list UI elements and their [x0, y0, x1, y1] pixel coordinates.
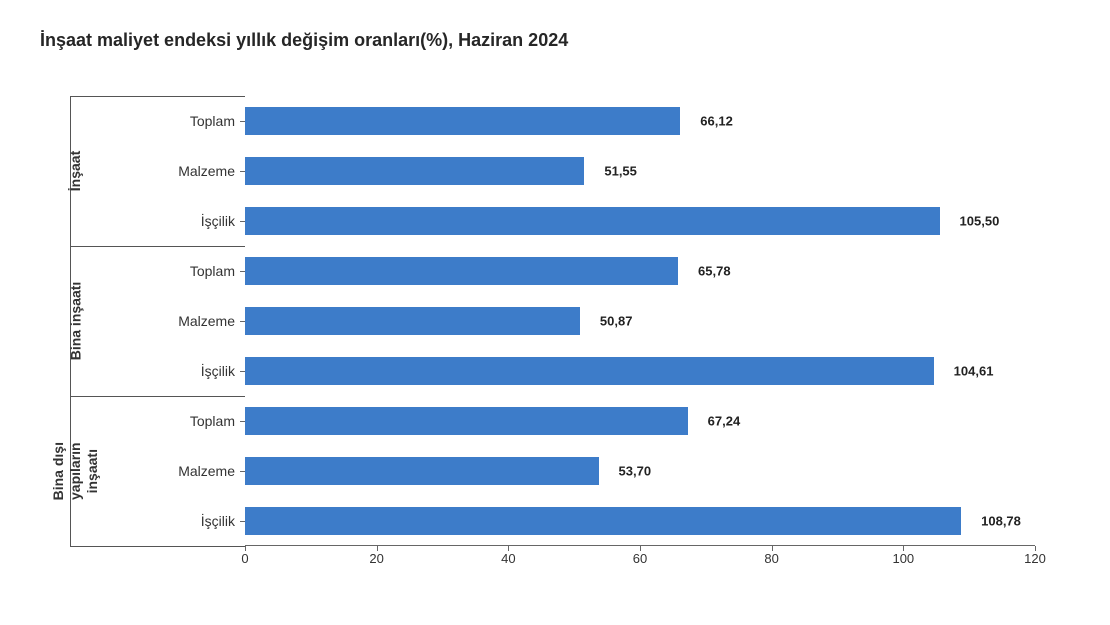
bar: [245, 357, 934, 385]
bar-value-label: 104,61: [954, 364, 994, 379]
y-category-label: Toplam: [130, 263, 235, 279]
y-tick-mark: [240, 371, 245, 372]
bar-value-label: 51,55: [604, 164, 637, 179]
y-tick-mark: [240, 471, 245, 472]
x-tick-label: 20: [369, 551, 383, 566]
group-label: Bina dışı yapıların inşaatı: [50, 436, 100, 506]
bar-value-label: 53,70: [619, 464, 652, 479]
x-tick-label: 0: [241, 551, 248, 566]
group-label: İnşaat: [67, 151, 83, 191]
y-category-label: Toplam: [130, 113, 235, 129]
y-category-label: Malzeme: [130, 463, 235, 479]
y-tick-mark: [240, 321, 245, 322]
group-label-wrap: Bina inşaatı: [40, 246, 110, 396]
y-category-label: İşçilik: [130, 513, 235, 529]
bar-value-label: 105,50: [960, 214, 1000, 229]
y-tick-mark: [240, 271, 245, 272]
plot-area: 020406080100120 66,1251,55105,5065,7850,…: [245, 96, 1035, 546]
bar: [245, 257, 678, 285]
x-tick-label: 120: [1024, 551, 1046, 566]
x-tick-label: 100: [892, 551, 914, 566]
y-tick-mark: [240, 521, 245, 522]
bar-value-label: 66,12: [700, 114, 733, 129]
bar: [245, 157, 584, 185]
x-tick-label: 60: [633, 551, 647, 566]
x-tick-label: 40: [501, 551, 515, 566]
bar-value-label: 65,78: [698, 264, 731, 279]
group-label: Bina inşaatı: [67, 282, 83, 361]
bar: [245, 457, 599, 485]
y-tick-mark: [240, 171, 245, 172]
bar-value-label: 67,24: [708, 414, 741, 429]
bar: [245, 207, 940, 235]
chart-title: İnşaat maliyet endeksi yıllık değişim or…: [40, 30, 1070, 51]
y-category-label: Toplam: [130, 413, 235, 429]
y-tick-mark: [240, 421, 245, 422]
group-divider: [70, 546, 245, 547]
y-category-label: İşçilik: [130, 213, 235, 229]
group-label-wrap: İnşaat: [40, 96, 110, 246]
group-label-wrap: Bina dışı yapıların inşaatı: [40, 396, 110, 546]
bar: [245, 407, 688, 435]
bar-value-label: 108,78: [981, 514, 1021, 529]
y-tick-mark: [240, 121, 245, 122]
y-tick-mark: [240, 221, 245, 222]
bar: [245, 307, 580, 335]
chart-container: 0 20 40 60 80 100 120 66,12 51,55 105,50 65,78 50,…: [40, 86, 1070, 586]
bar: [245, 507, 961, 535]
y-category-label: Malzeme: [130, 163, 235, 179]
y-category-label: İşçilik: [130, 363, 235, 379]
y-category-label: Malzeme: [130, 313, 235, 329]
bar-value-label: 50,87: [600, 314, 633, 329]
bar: [245, 107, 680, 135]
x-tick-label: 80: [764, 551, 778, 566]
